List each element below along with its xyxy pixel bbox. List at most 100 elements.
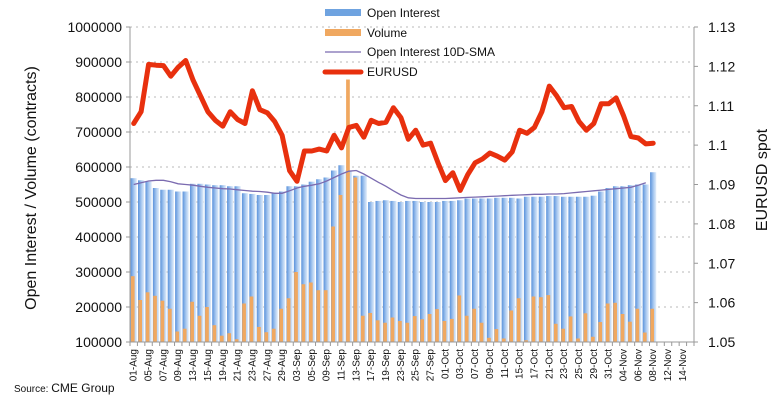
- x-tick-label: 29-Aug: [277, 349, 288, 381]
- y-right-tick-label: 1.06: [708, 295, 735, 311]
- x-tick-label: 19-Sep: [381, 349, 392, 382]
- volume-bar: [271, 328, 276, 342]
- legend-label-open-interest: Open Interest: [367, 6, 440, 20]
- volume-bar: [346, 79, 350, 342]
- x-tick-label: 11-Oct: [500, 349, 511, 378]
- y-left-tick-label: 800000: [75, 89, 122, 105]
- open-interest-bar: [486, 198, 494, 342]
- open-interest-bar: [390, 200, 397, 342]
- x-tick-label: 11-Sep: [337, 349, 348, 381]
- x-tick-label: 13-Aug: [188, 349, 199, 381]
- y-left-axis-title: Open Interest / Volume (contracts): [23, 66, 40, 310]
- volume-bar: [294, 272, 298, 342]
- volume-bar: [227, 333, 232, 342]
- x-tick-label: 09-Aug: [173, 349, 184, 381]
- volume-bar: [398, 321, 402, 342]
- open-interest-bar: [368, 202, 375, 342]
- open-interest-bar: [583, 196, 590, 342]
- open-interest-bar: [650, 172, 657, 342]
- open-interest-bar: [397, 202, 404, 342]
- volume-bar: [219, 335, 224, 342]
- volume-bar: [175, 331, 180, 342]
- open-interest-bar: [204, 184, 212, 342]
- volume-bar: [353, 177, 358, 342]
- open-interest-bar: [138, 180, 145, 342]
- y-right-axis-title: EURUSD spot: [754, 128, 771, 231]
- x-tick-label: 27-Sep: [426, 349, 437, 382]
- volume-bar: [605, 303, 610, 342]
- volume-bar: [524, 340, 528, 342]
- volume-bar: [620, 314, 625, 342]
- x-tick-label: 14-Nov: [678, 349, 689, 381]
- volume-bar: [613, 302, 617, 342]
- volume-bar: [383, 322, 387, 342]
- volume-bar: [308, 282, 313, 342]
- x-tick-label: 08-Nov: [648, 349, 659, 381]
- x-tick-label: 09-Sep: [322, 349, 333, 382]
- volume-bar: [435, 309, 439, 342]
- volume-bar: [190, 301, 194, 342]
- x-tick-label: 23-Oct: [559, 349, 570, 379]
- x-tick-label: 09-Oct: [485, 349, 496, 379]
- open-interest-bar: [301, 184, 308, 342]
- volume-bar: [205, 307, 209, 342]
- open-interest-bar: [234, 186, 241, 342]
- open-interest-bar: [293, 186, 301, 342]
- volume-bar: [331, 226, 335, 342]
- open-interest-bar: [152, 188, 160, 342]
- volume-bar: [561, 328, 566, 342]
- open-interest-bar: [612, 186, 620, 342]
- x-tick-label: 03-Oct: [455, 349, 466, 379]
- y-left-tick-label: 500000: [75, 194, 122, 210]
- open-interest-bar: [412, 200, 419, 342]
- open-interest-bar: [501, 197, 508, 342]
- open-interest-bar: [627, 185, 635, 342]
- volume-bar: [405, 322, 410, 342]
- volume-bar: [568, 316, 573, 342]
- legend-swatch-open-interest: [325, 9, 361, 16]
- open-interest-bar: [494, 197, 501, 342]
- y-left-tick-label: 900000: [75, 54, 122, 70]
- eurusd-line-group: [131, 58, 656, 193]
- volume-bar: [145, 292, 150, 342]
- volume-bar: [546, 295, 551, 342]
- volume-bar: [375, 320, 380, 342]
- volume-bar: [531, 296, 536, 342]
- open-interest-bar: [286, 186, 293, 342]
- open-interest-bar: [479, 198, 486, 342]
- volume-bar: [160, 300, 165, 342]
- volume-bar: [642, 332, 647, 342]
- volume-bar: [279, 308, 284, 342]
- open-interest-bar: [360, 175, 367, 342]
- open-interest-bar: [167, 189, 174, 342]
- volume-bar: [182, 328, 187, 342]
- x-tick-label: 13-Sep: [351, 349, 362, 382]
- open-interest-bar: [182, 191, 189, 342]
- open-interest-bar: [531, 196, 538, 342]
- open-interest-bar: [434, 202, 442, 342]
- y-right-tick-label: 1.07: [708, 255, 735, 271]
- y-left-tick-label: 200000: [75, 299, 122, 315]
- x-tick-label: 05-Aug: [144, 349, 155, 381]
- open-interest-bar: [427, 202, 434, 342]
- x-tick-label: 01-Oct: [440, 349, 451, 379]
- source-value: CME Group: [51, 381, 115, 395]
- x-tick-label: 17-Sep: [366, 349, 377, 382]
- volume-bar: [553, 323, 558, 342]
- volume-bar: [138, 300, 143, 342]
- open-interest-bar: [264, 195, 271, 342]
- open-interest-bar: [575, 196, 583, 342]
- volume-bar: [130, 276, 135, 342]
- oi-sma-line: [133, 169, 646, 200]
- volume-bar: [464, 315, 469, 342]
- open-interest-bar: [249, 193, 256, 342]
- x-tick-labels: 01-Aug 05-Aug 07-Aug 09-Aug 13-Aug 15-Aug 19-A…: [129, 349, 689, 382]
- open-interest-bar: [405, 200, 412, 342]
- open-interest-bar: [642, 184, 649, 342]
- volume-bar: [286, 298, 291, 342]
- source-note: Source: CME Group: [14, 381, 115, 395]
- volume-bar: [242, 303, 246, 342]
- open-interest-bar: [442, 200, 449, 342]
- open-interest-bar: [471, 198, 479, 342]
